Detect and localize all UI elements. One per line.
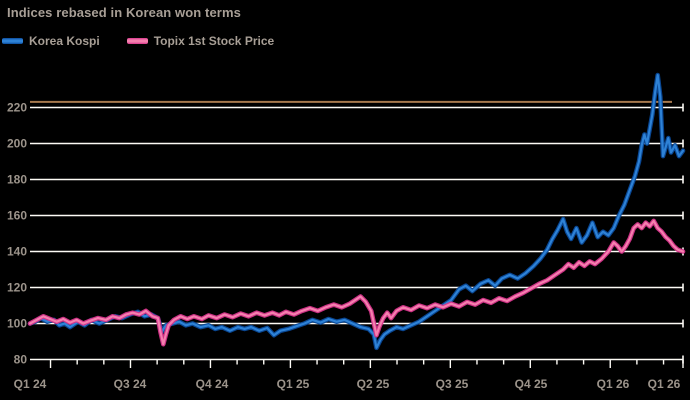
legend: Korea Kospi Topix 1st Stock Price	[2, 34, 274, 48]
legend-label-korea-kospi: Korea Kospi	[29, 34, 100, 48]
legend-item-topix: Topix 1st Stock Price	[126, 34, 275, 48]
svg-text:100: 100	[7, 317, 27, 331]
svg-text:200: 200	[7, 137, 27, 151]
gridlines	[30, 103, 684, 364]
legend-label-topix: Topix 1st Stock Price	[153, 34, 275, 48]
svg-text:Q3 25: Q3 25	[436, 377, 469, 391]
svg-text:Q4 25: Q4 25	[515, 377, 548, 391]
series-korea-kospi	[27, 72, 686, 351]
svg-text:Q1 26: Q1 26	[597, 377, 630, 391]
series-topix-1st-stock-price	[27, 218, 686, 347]
svg-text:Q1 24: Q1 24	[14, 377, 47, 391]
svg-text:Q3 24: Q3 24	[114, 377, 147, 391]
svg-text:Q1 25: Q1 25	[277, 377, 310, 391]
svg-text:80: 80	[14, 353, 28, 367]
svg-text:160: 160	[7, 209, 27, 223]
x-axis-ticks	[49, 359, 684, 368]
topix-line-swatch-icon	[126, 38, 148, 44]
svg-text:Q1 26: Q1 26	[648, 377, 681, 391]
svg-text:120: 120	[7, 281, 27, 295]
annotation-lines	[30, 100, 672, 112]
svg-text:Q4 24: Q4 24	[196, 377, 229, 391]
legend-item-korea-kospi: Korea Kospi	[2, 34, 100, 48]
y-axis-labels: 80 100 120 140 160 180 200 220	[7, 101, 27, 367]
svg-text:140: 140	[7, 245, 27, 259]
svg-text:180: 180	[7, 173, 27, 187]
chart-title: Indices rebased in Korean won terms	[7, 5, 241, 20]
x-axis-labels: Q1 24 Q3 24 Q4 24 Q1 25 Q2 25 Q3 25 Q4 25 Q1 26…	[14, 377, 681, 391]
kospi-line-swatch-icon	[2, 38, 23, 44]
svg-text:Q2 25: Q2 25	[357, 377, 390, 391]
svg-text:220: 220	[7, 101, 27, 115]
